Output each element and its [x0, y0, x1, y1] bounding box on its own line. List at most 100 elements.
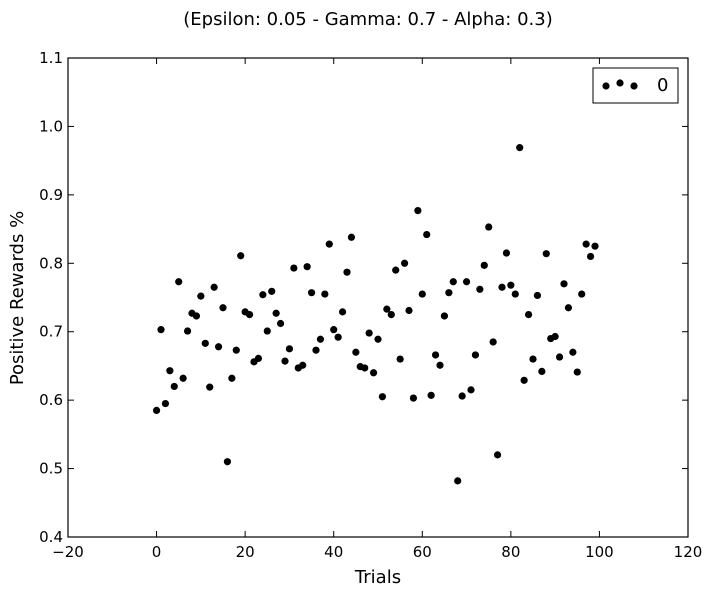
data-point [245, 311, 254, 319]
data-point [498, 283, 506, 291]
data-point [254, 354, 263, 363]
data-point [365, 329, 373, 337]
data-point [330, 326, 338, 334]
data-point [374, 335, 382, 343]
data-point [276, 319, 285, 328]
legend-marker-2 [616, 79, 624, 87]
data-point [228, 374, 236, 382]
data-point [237, 252, 245, 260]
data-point [520, 376, 528, 384]
data-point [418, 290, 426, 298]
legend: 0 [592, 67, 679, 104]
x-axis-ticks: −20 0 20 40 60 80 100 120 [52, 58, 702, 561]
data-point [378, 393, 387, 401]
x-tick-label: 40 [324, 543, 343, 561]
y-tick-label: 0.4 [39, 528, 63, 546]
y-tick-label: 0.7 [39, 323, 63, 341]
data-point [502, 249, 511, 257]
data-point [170, 382, 178, 391]
data-point [400, 259, 409, 267]
data-point [325, 240, 333, 248]
data-point [591, 242, 599, 250]
data-point [285, 345, 294, 353]
data-point [281, 357, 289, 365]
data-point [352, 348, 360, 356]
data-points [152, 144, 599, 485]
data-point [555, 353, 564, 361]
data-point [338, 308, 347, 316]
legend-marker-3 [630, 82, 638, 90]
data-point [387, 311, 395, 319]
legend-label: 0 [657, 75, 668, 96]
data-point [493, 451, 502, 459]
data-point [538, 367, 546, 376]
data-point [436, 361, 444, 369]
data-point [259, 291, 267, 299]
y-tick-label: 0.6 [39, 391, 63, 409]
y-tick-label: 0.9 [39, 186, 63, 204]
data-point [183, 327, 192, 335]
data-point [343, 268, 351, 276]
data-point [476, 285, 484, 293]
data-point [586, 252, 595, 261]
data-point [166, 367, 174, 375]
data-point [201, 339, 209, 347]
x-tick-label: 20 [236, 543, 255, 561]
data-point [361, 364, 369, 372]
data-point [214, 343, 223, 351]
data-point [462, 278, 471, 286]
x-tick-label: 100 [585, 543, 614, 561]
data-point [489, 338, 497, 346]
data-point [454, 477, 462, 485]
data-point [569, 348, 577, 356]
data-point [161, 399, 170, 408]
data-point [334, 333, 342, 341]
y-axis-ticks: 0.4 0.5 0.6 0.7 0.8 0.9 1.0 1.1 [39, 49, 688, 546]
data-point [449, 278, 457, 286]
data-point [551, 332, 559, 341]
data-point [533, 291, 542, 300]
y-tick-label: 1.0 [39, 117, 63, 135]
data-point [192, 312, 201, 320]
data-point [542, 250, 550, 258]
data-point [423, 230, 431, 239]
data-point [458, 392, 466, 400]
data-point [175, 278, 183, 286]
data-point [529, 355, 537, 363]
y-tick-label: 1.1 [39, 49, 63, 67]
x-tick-label: 60 [413, 543, 432, 561]
data-point [303, 263, 311, 271]
data-point [268, 287, 276, 295]
data-point [316, 335, 325, 343]
data-point [369, 369, 378, 377]
data-point [272, 309, 280, 317]
data-point [524, 311, 533, 319]
data-point [582, 240, 590, 248]
data-point [573, 368, 581, 376]
data-point [152, 406, 161, 415]
plot-frame [67, 57, 689, 538]
data-point [440, 312, 449, 320]
data-point [431, 351, 440, 359]
data-point [263, 327, 271, 335]
x-axis-label: Trials [354, 567, 401, 588]
data-point [321, 290, 329, 298]
data-point [445, 289, 453, 297]
data-point [396, 355, 404, 363]
data-point [223, 458, 232, 466]
data-point [206, 383, 214, 391]
data-point [485, 223, 493, 231]
x-tick-label: 0 [152, 543, 162, 561]
data-point [290, 264, 298, 272]
data-point [516, 144, 524, 152]
data-point [560, 280, 568, 288]
y-axis-label: Positive Rewards % [7, 211, 28, 385]
y-tick-label: 0.8 [39, 254, 63, 272]
y-tick-label: 0.5 [39, 460, 63, 478]
x-tick-label: 120 [674, 543, 703, 561]
chart-title: (Epsilon: 0.05 - Gamma: 0.7 - Alpha: 0.3… [183, 9, 552, 30]
data-point [307, 289, 316, 297]
data-point [471, 351, 480, 359]
data-point [197, 292, 205, 300]
data-point [409, 394, 418, 402]
